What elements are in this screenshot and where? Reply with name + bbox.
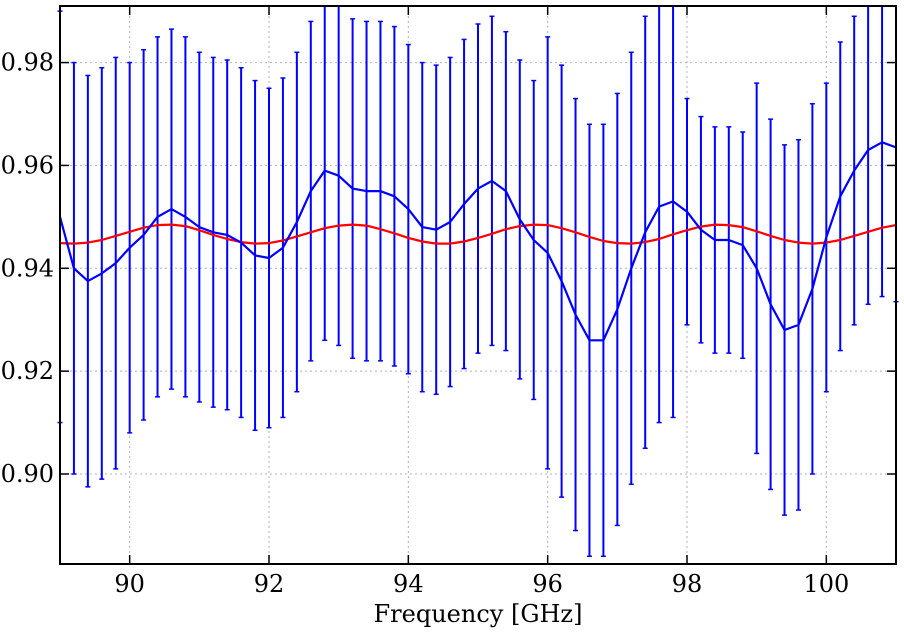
tick-labels: 90 92 94 96 98 100 0.90 0.92 0.94 0.96 0.98 (1, 49, 850, 598)
y-tick-label: 0.98 (1, 49, 54, 77)
ticks (60, 6, 896, 564)
x-tick-label: 92 (254, 570, 285, 598)
plot-frame (59, 5, 897, 565)
x-tick-label: 94 (393, 570, 424, 598)
y-tick-label: 0.90 (1, 460, 54, 488)
x-tick-label: 98 (672, 570, 703, 598)
model-line (59, 223, 897, 245)
x-tick-label: 90 (114, 570, 145, 598)
measured-line (58, 141, 897, 342)
y-tick-label: 0.96 (1, 151, 54, 179)
error-bars (57, 6, 899, 558)
x-tick-label: 100 (803, 570, 849, 598)
x-axis-label: Frequency [GHz] (374, 600, 583, 628)
y-tick-label: 0.94 (1, 254, 54, 282)
y-tick-label: 0.92 (1, 357, 54, 385)
x-tick-label: 96 (532, 570, 563, 598)
series-lines (58, 141, 897, 342)
